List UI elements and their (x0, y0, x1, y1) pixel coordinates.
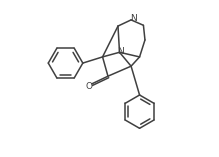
Text: N: N (118, 47, 124, 57)
Text: O: O (86, 82, 93, 91)
Text: N: N (131, 14, 137, 23)
